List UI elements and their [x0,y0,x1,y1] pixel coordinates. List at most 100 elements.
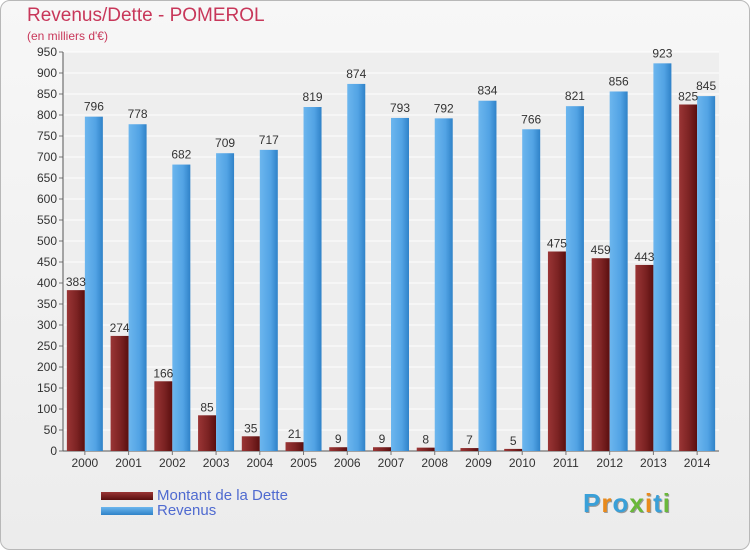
data-label-debt: 9 [379,432,386,446]
bar-debt-2009 [460,448,479,451]
data-label-revenue: 821 [565,89,585,103]
legend-swatch-revenue [101,507,153,515]
y-tick-label: 100 [37,402,57,416]
bar-debt-2013 [635,264,654,451]
y-tick-label: 350 [37,297,57,311]
bar-debt-2014 [679,104,698,451]
data-label-revenue: 796 [84,100,104,114]
bar-revenue-2002 [172,164,191,451]
data-label-debt: 85 [200,400,214,414]
bar-debt-2010 [504,448,523,451]
data-label-revenue: 923 [652,46,672,60]
y-tick-label: 900 [37,66,57,80]
x-tick-label: 2005 [290,456,317,470]
y-tick-label: 200 [37,360,57,374]
proxiti-logo: Proxiti [583,488,671,518]
data-label-revenue: 834 [477,84,497,98]
bar-revenue-2007 [391,117,409,451]
y-tick-label: 250 [37,339,57,353]
y-tick-label: 700 [37,150,57,164]
bar-debt-2002 [154,381,173,451]
data-label-revenue: 819 [303,90,323,104]
legend-label-debt: Montant de la Dette [157,487,288,504]
y-tick-label: 400 [37,276,57,290]
y-tick-label: 850 [37,87,57,101]
x-tick-label: 2010 [509,456,536,470]
data-label-revenue: 845 [696,79,716,93]
bar-debt-2011 [547,251,566,451]
data-label-debt: 825 [678,90,698,104]
data-label-debt: 7 [466,433,473,447]
x-tick-label: 2004 [246,456,273,470]
x-tick-label: 2008 [421,456,448,470]
bar-revenue-2005 [303,107,322,452]
x-tick-label: 2003 [203,456,230,470]
x-tick-label: 2001 [115,456,142,470]
bar-debt-2012 [591,258,610,451]
data-label-revenue: 717 [259,133,279,147]
bar-revenue-2001 [128,124,147,452]
legend-label-revenue: Revenus [157,502,217,519]
x-tick-label: 2013 [640,456,667,470]
bar-debt-2000 [66,290,85,451]
x-tick-label: 2011 [553,456,579,470]
x-tick-label: 2009 [465,456,492,470]
bar-debt-2008 [416,447,435,451]
data-label-revenue: 792 [434,101,454,115]
data-label-revenue: 682 [171,148,191,162]
data-label-revenue: 874 [346,67,366,81]
chart-title: Revenus/Dette - POMEROL [27,5,265,26]
bar-revenue-2011 [565,106,584,452]
data-label-revenue: 778 [128,107,148,121]
y-tick-label: 50 [44,423,58,437]
y-tick-label: 600 [37,192,57,206]
bar-revenue-2009 [478,100,497,451]
x-tick-label: 2007 [378,456,405,470]
y-tick-label: 550 [37,213,57,227]
data-label-revenue: 856 [609,74,629,88]
y-tick-label: 500 [37,234,57,248]
data-label-debt: 274 [110,321,130,335]
data-label-debt: 9 [335,432,342,446]
data-label-revenue: 709 [215,136,235,150]
bar-revenue-2006 [347,83,366,452]
bar-revenue-2008 [434,118,453,452]
data-label-debt: 443 [634,250,654,264]
bar-revenue-2000 [84,116,103,452]
bar-revenue-2003 [216,153,235,451]
bar-debt-2004 [241,436,260,451]
bar-debt-2003 [198,415,217,451]
x-tick-label: 2012 [596,456,623,470]
bar-debt-2007 [373,447,391,451]
chart-subtitle: (en milliers d'€) [27,29,108,43]
data-label-debt: 21 [288,427,302,441]
bar-debt-2001 [110,335,129,451]
data-label-debt: 475 [547,237,567,251]
y-tick-label: 800 [37,108,57,122]
data-label-debt: 383 [66,275,86,289]
bar-revenue-2004 [259,149,278,452]
bar-revenue-2010 [522,129,541,451]
y-tick-label: 650 [37,171,57,185]
x-tick-label: 2002 [159,456,186,470]
data-label-debt: 5 [510,434,517,448]
y-tick-label: 750 [37,129,57,143]
x-tick-label: 2014 [684,456,711,470]
bar-revenue-2014 [697,96,716,451]
x-tick-label: 2000 [72,456,99,470]
data-label-debt: 35 [244,421,258,435]
data-label-debt: 8 [422,433,429,447]
data-label-debt: 166 [153,366,173,380]
bar-debt-2006 [329,447,348,451]
y-tick-label: 0 [50,444,57,458]
legend-swatch-debt [101,492,153,500]
bar-debt-2005 [285,442,304,451]
y-tick-label: 950 [37,45,57,59]
bar-revenue-2012 [609,91,628,451]
data-label-debt: 459 [591,243,611,257]
data-label-revenue: 766 [521,112,541,126]
y-tick-label: 150 [37,381,57,395]
bar-revenue-2013 [653,63,672,452]
